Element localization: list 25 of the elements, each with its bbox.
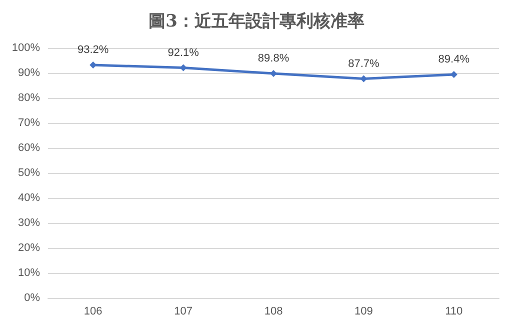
- x-tick-label: 109: [354, 306, 373, 318]
- y-tick-label: 40%: [18, 192, 40, 204]
- y-tick-label: 70%: [18, 117, 40, 129]
- data-label: 89.4%: [438, 54, 470, 66]
- y-tick-label: 80%: [18, 92, 40, 104]
- point: [180, 64, 187, 72]
- chart-title: 圖3：近五年設計專利核准率: [148, 12, 364, 32]
- y-tick-label: 100%: [12, 42, 40, 54]
- x-tick-label: 110: [445, 306, 463, 318]
- x-tick-label: 108: [264, 306, 283, 318]
- data-label: 92.1%: [168, 46, 200, 59]
- y-tick-label: 0%: [24, 292, 40, 304]
- y-tick-label: 60%: [18, 142, 40, 154]
- data-label: 93.2%: [78, 44, 109, 56]
- x-tick-label: 107: [174, 306, 192, 318]
- point: [270, 70, 277, 77]
- y-tick-label: 50%: [18, 167, 40, 179]
- point: [360, 75, 368, 82]
- x-tick-label: 106: [84, 306, 102, 318]
- y-tick-label: 20%: [18, 242, 40, 254]
- data-label: 87.7%: [348, 58, 380, 70]
- y-tick-label: 30%: [18, 217, 40, 229]
- y-tick-label: 90%: [18, 67, 40, 79]
- data-label: 89.8%: [258, 52, 290, 64]
- y-tick-label: 10%: [18, 267, 40, 279]
